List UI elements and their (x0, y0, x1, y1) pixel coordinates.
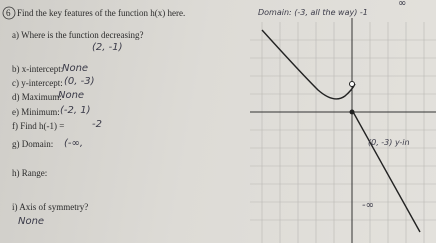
answer: (2, -1) (92, 42, 123, 53)
answer: -2 (92, 119, 102, 130)
closed-point (349, 109, 355, 115)
question-prompt: d) Maximum: (12, 92, 62, 102)
question-prompt: i) Axis of symmetry? (12, 202, 89, 212)
line-piece (351, 109, 421, 233)
question-prompt: c) y-intercept: (12, 78, 63, 88)
axes (250, 18, 436, 243)
open-point (349, 81, 355, 87)
question-prompt: f) Find h(-1) = (12, 121, 65, 131)
note: Domain: (-3, all the way) -1 (258, 8, 368, 17)
question-prompt: h) Range: (12, 168, 48, 178)
grid (250, 22, 436, 243)
title: Find the key features of the function h(… (17, 8, 186, 18)
answer: (-2, 1) (60, 105, 91, 116)
answer: (-∞, (64, 138, 84, 149)
number-circle (2, 6, 16, 20)
question-prompt: e) Minimum: (12, 107, 60, 117)
question-number: 6 (6, 8, 11, 18)
curve (261, 29, 356, 100)
question-prompt: b) x-intercept: (12, 64, 64, 74)
answer: (0, -3) (64, 76, 95, 87)
note: -∞ (362, 200, 374, 211)
question-prompt: a) Where is the function decreasing? (12, 30, 144, 40)
answer: None (58, 90, 85, 101)
answer: None (18, 216, 45, 227)
question-prompt: g) Domain: (12, 139, 54, 149)
note: (0, -3) y-in (368, 138, 410, 147)
answer: None (62, 63, 89, 74)
note: ∞ (398, 0, 407, 9)
